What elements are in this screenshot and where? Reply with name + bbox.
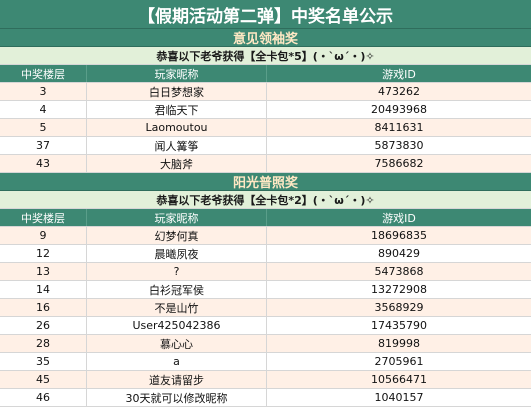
nickname-cell: User425042386 — [87, 317, 267, 334]
table-row: 4 君临天下 20493968 — [0, 101, 531, 119]
nickname-cell: 晨曦夙夜 — [87, 245, 267, 262]
nickname-cell: 大脑斧 — [87, 155, 267, 172]
table-row: 5 Laomoutou 8411631 — [0, 119, 531, 137]
nickname-cell: Laomoutou — [87, 119, 267, 136]
nickname-cell: a — [87, 353, 267, 370]
game-id-cell: 2705961 — [374, 355, 424, 368]
floor-cell: 3 — [0, 83, 87, 100]
section-title: 意见领袖奖 — [0, 29, 531, 47]
table-row: 9 幻梦何真 18696835 — [0, 227, 531, 245]
game-id-cell: 17435790 — [371, 319, 427, 332]
header-game-id: 游戏ID — [382, 67, 416, 81]
game-id-cell: 18696835 — [371, 229, 427, 242]
floor-cell: 4 — [0, 101, 87, 118]
floor-cell: 37 — [0, 137, 87, 154]
game-id-cell: 10566471 — [371, 373, 427, 386]
table-header: 中奖楼层 玩家昵称 游戏ID — [0, 209, 531, 227]
floor-cell: 9 — [0, 227, 87, 244]
floor-cell: 13 — [0, 263, 87, 280]
nickname-cell: 白衫冠军侯 — [87, 281, 267, 298]
floor-cell: 28 — [0, 335, 87, 352]
header-floor: 中奖楼层 — [0, 209, 87, 226]
nickname-cell: ? — [87, 263, 267, 280]
game-id-cell: 20493968 — [371, 103, 427, 116]
table-row: 13 ? 5473868 — [0, 263, 531, 281]
table-row: 12 晨曦夙夜 890429 — [0, 245, 531, 263]
floor-cell: 12 — [0, 245, 87, 262]
floor-cell: 5 — [0, 119, 87, 136]
header-game-id: 游戏ID — [382, 211, 416, 225]
floor-cell: 14 — [0, 281, 87, 298]
floor-cell: 26 — [0, 317, 87, 334]
table-row: 28 慕心心 819998 — [0, 335, 531, 353]
prize-banner: 恭喜以下老爷获得【全卡包*5】(・`ω´・)✧ — [0, 47, 531, 65]
game-id-cell: 1040157 — [374, 391, 424, 404]
nickname-cell: 闻人篝筝 — [87, 137, 267, 154]
header-floor: 中奖楼层 — [0, 65, 87, 82]
game-id-cell: 5473868 — [374, 265, 424, 278]
table-row: 16 不是山竹 3568929 — [0, 299, 531, 317]
section-title: 阳光普照奖 — [0, 173, 531, 191]
floor-cell: 35 — [0, 353, 87, 370]
nickname-cell: 道友请留步 — [87, 371, 267, 388]
floor-cell: 45 — [0, 371, 87, 388]
prize-banner: 恭喜以下老爷获得【全卡包*2】(・`ω´・)✧ — [0, 191, 531, 209]
game-id-cell: 8411631 — [374, 121, 424, 134]
header-nickname: 玩家昵称 — [87, 209, 267, 226]
game-id-cell: 819998 — [378, 337, 420, 350]
table-row: 46 30天就可以修改昵称 1040157 — [0, 389, 531, 407]
table-row: 14 白衫冠军侯 13272908 — [0, 281, 531, 299]
game-id-cell: 473262 — [378, 85, 420, 98]
table-row: 35 a 2705961 — [0, 353, 531, 371]
floor-cell: 16 — [0, 299, 87, 316]
game-id-cell: 3568929 — [374, 301, 424, 314]
nickname-cell: 不是山竹 — [87, 299, 267, 316]
nickname-cell: 幻梦何真 — [87, 227, 267, 244]
table-row: 45 道友请留步 10566471 — [0, 371, 531, 389]
floor-cell: 43 — [0, 155, 87, 172]
table-row: 26 User425042386 17435790 — [0, 317, 531, 335]
table-row: 37 闻人篝筝 5873830 — [0, 137, 531, 155]
floor-cell: 46 — [0, 389, 87, 406]
game-id-cell: 5873830 — [374, 139, 424, 152]
table-header: 中奖楼层 玩家昵称 游戏ID — [0, 65, 531, 83]
nickname-cell: 君临天下 — [87, 101, 267, 118]
game-id-cell: 890429 — [378, 247, 420, 260]
header-nickname: 玩家昵称 — [87, 65, 267, 82]
nickname-cell: 30天就可以修改昵称 — [87, 389, 267, 406]
nickname-cell: 白日梦想家 — [87, 83, 267, 100]
table-row: 43 大脑斧 7586682 — [0, 155, 531, 173]
table-row: 3 白日梦想家 473262 — [0, 83, 531, 101]
sheet-title: 【假期活动第二弹】中奖名单公示 — [0, 0, 531, 29]
game-id-cell: 7586682 — [374, 157, 424, 170]
nickname-cell: 慕心心 — [87, 335, 267, 352]
game-id-cell: 13272908 — [371, 283, 427, 296]
